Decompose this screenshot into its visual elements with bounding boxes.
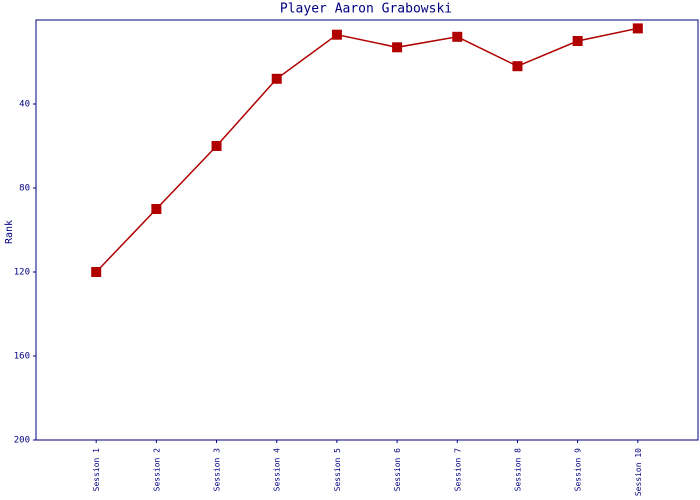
x-tick-label: Session 2 <box>152 448 161 492</box>
point-marker <box>271 73 282 84</box>
chart-title: Player Aaron Grabowski <box>280 2 452 17</box>
y-axis-label: Rank <box>4 220 15 244</box>
y-tick-label: 120 <box>14 268 30 278</box>
point-marker <box>392 42 403 53</box>
x-tick-label: Session 9 <box>574 448 583 492</box>
point-marker <box>91 267 102 277</box>
x-tick-label: Session 5 <box>333 448 342 492</box>
y-tick-label: 200 <box>14 436 30 446</box>
point-marker <box>452 31 463 42</box>
point-marker <box>572 36 583 46</box>
x-tick-label: Session 6 <box>393 448 402 492</box>
x-tick-label: Session 1 <box>92 448 101 492</box>
y-tick-label: 160 <box>14 352 30 362</box>
point-marker <box>211 141 222 151</box>
plot-frame <box>35 19 699 441</box>
y-tick-label: 80 <box>19 184 30 194</box>
point-marker <box>331 29 342 40</box>
x-tick-label: Session 8 <box>513 448 522 492</box>
x-tick-label: Session 7 <box>453 448 462 492</box>
x-tick-label: Session 3 <box>213 448 222 492</box>
x-tick-label: Session 10 <box>634 448 643 496</box>
point-marker <box>512 61 523 72</box>
point-marker <box>151 204 162 214</box>
point-marker <box>632 23 643 34</box>
y-tick-label: 40 <box>19 100 30 110</box>
x-tick-label: Session 4 <box>273 448 282 492</box>
series-line <box>95 27 638 273</box>
